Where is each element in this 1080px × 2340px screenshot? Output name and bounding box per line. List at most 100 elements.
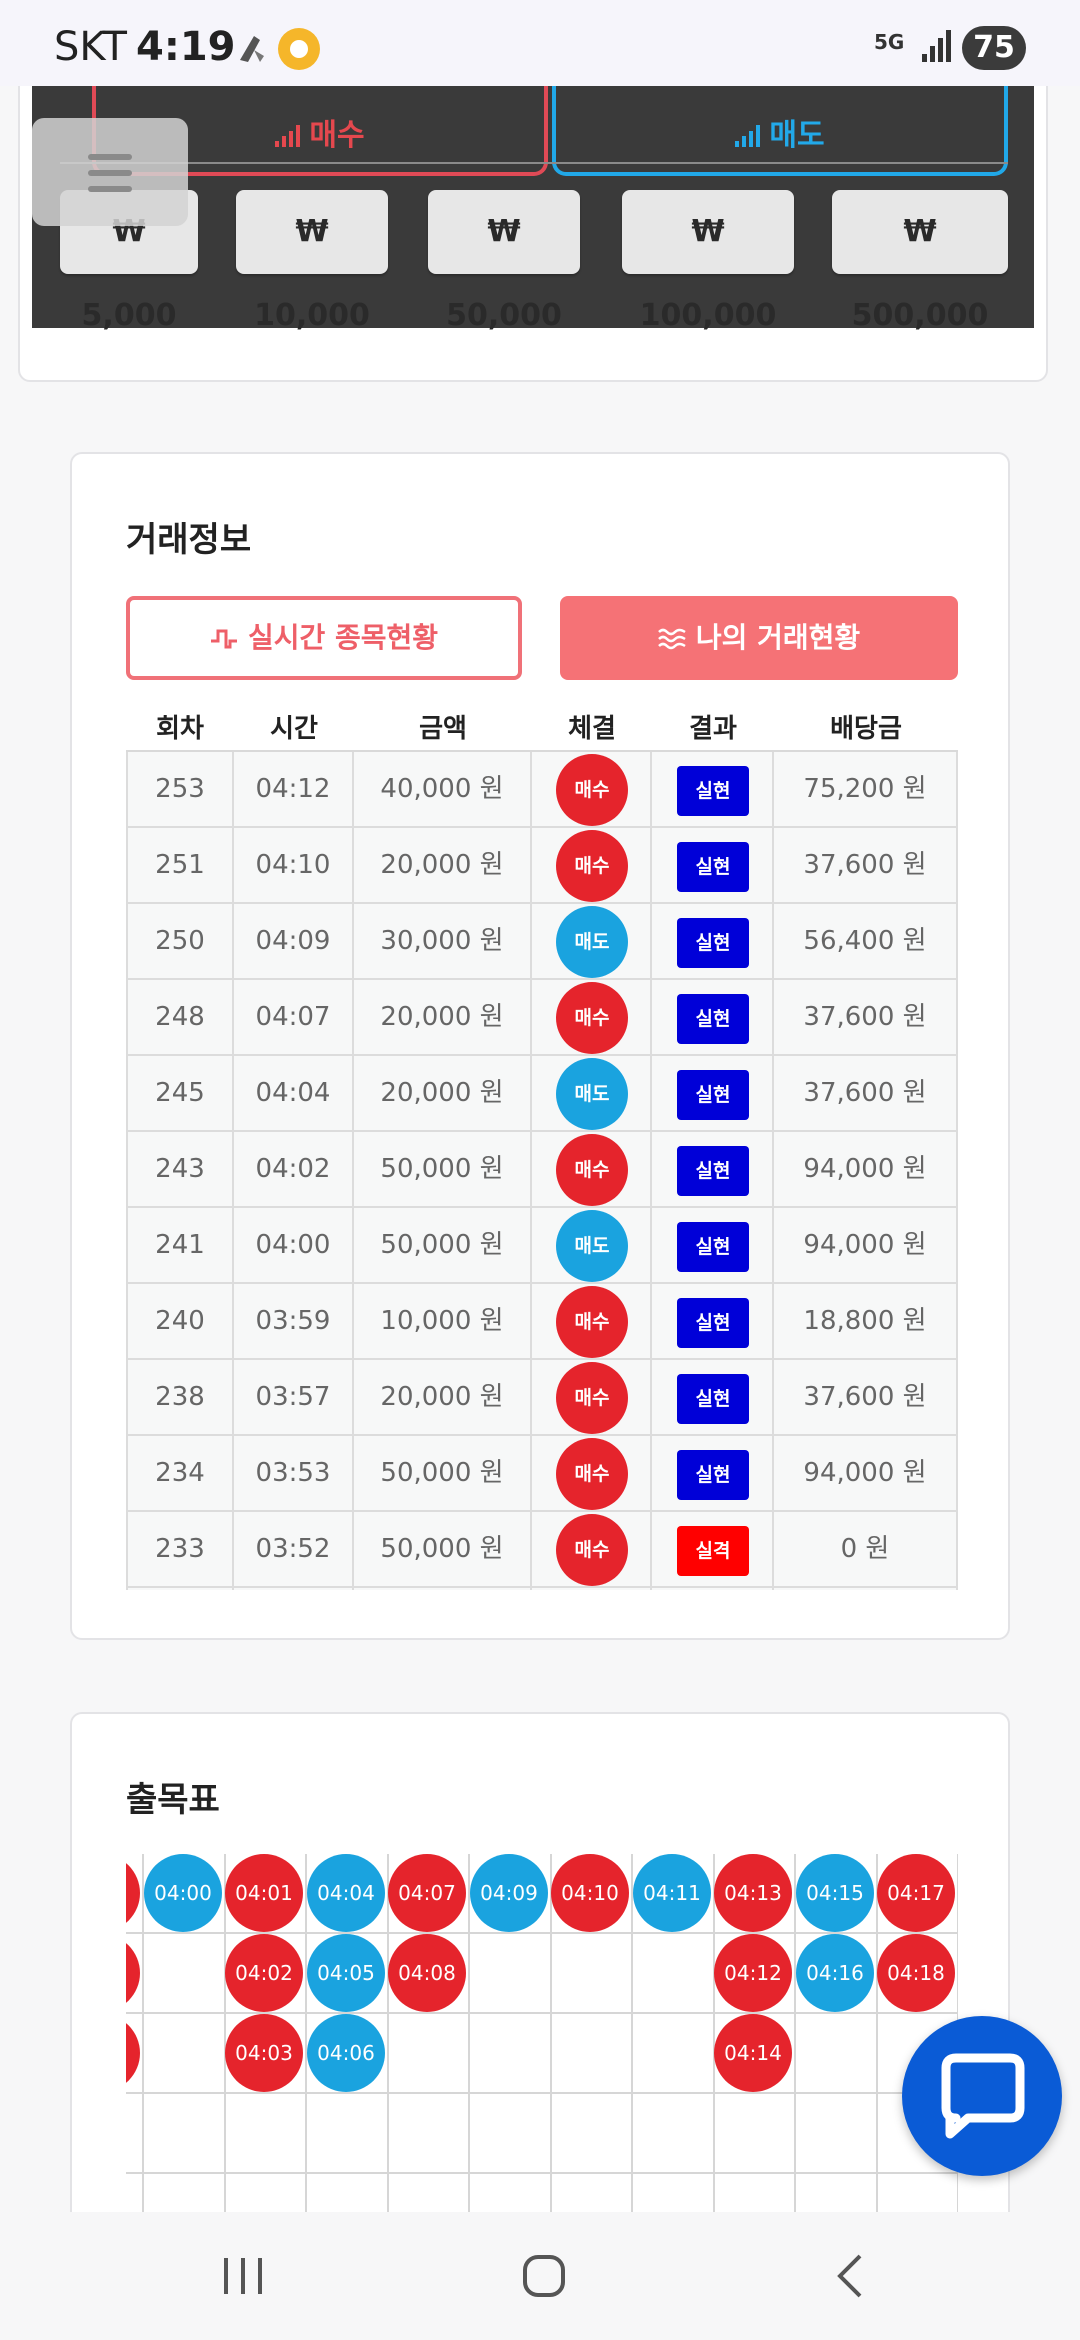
buy-badge: 매수 <box>556 1362 628 1434</box>
column-amount: 금액 <box>419 714 467 744</box>
grid-line <box>794 1854 796 2274</box>
result-dot: 04:12 <box>714 1934 792 2012</box>
result-dot: 04:08 <box>388 1934 466 2012</box>
result-badge: 실현 <box>677 1450 749 1500</box>
cell-round: 253 <box>126 752 234 826</box>
result-chart-title: 출목표 <box>126 1780 220 1820</box>
result-dot: 04:00 <box>144 1854 222 1932</box>
grid-line <box>387 1854 389 2274</box>
table-row <box>126 1588 958 1590</box>
cell-result: 실격 <box>652 1512 774 1586</box>
cell-time: 04:07 <box>234 980 354 1054</box>
cell-time: 04:10 <box>234 828 354 902</box>
menu-button[interactable] <box>32 118 188 226</box>
result-dot: 04:01 <box>225 1854 303 1932</box>
grid-line <box>550 1854 552 2274</box>
recent-apps-icon[interactable] <box>218 2254 268 2298</box>
buy-badge: 매수 <box>556 830 628 902</box>
cell-time: 03:59 <box>234 1284 354 1358</box>
cell-payout: 94,000 원 <box>774 1208 958 1282</box>
grid-line <box>224 1854 226 2274</box>
cell-side: 매수 <box>532 1132 652 1206</box>
cell-side: 매도 <box>532 1208 652 1282</box>
cell-time: 04:09 <box>234 904 354 978</box>
back-icon[interactable] <box>830 2252 870 2300</box>
cell-empty <box>532 1588 652 1590</box>
grid-line <box>126 2012 958 2014</box>
navigation-bar <box>0 2212 1080 2340</box>
cell-round: 251 <box>126 828 234 902</box>
grid-line <box>713 1854 715 2274</box>
tab-realtime-label: 실시간 종목현황 <box>247 621 439 654</box>
cell-result: 실현 <box>652 1360 774 1434</box>
cell-result: 실현 <box>652 980 774 1054</box>
result-badge: 실현 <box>677 1298 749 1348</box>
result-badge: 실격 <box>677 1526 749 1576</box>
result-dot: 04:07 <box>388 1854 466 1932</box>
grid-line <box>631 1854 633 2274</box>
amount-button-100000[interactable]: ₩ 100,000 <box>622 190 794 333</box>
signal-bars-icon <box>735 125 761 147</box>
cell-payout: 94,000 원 <box>774 1436 958 1510</box>
signal-icon <box>922 30 951 62</box>
home-icon[interactable] <box>520 2252 568 2300</box>
cell-round: 233 <box>126 1512 234 1586</box>
result-badge: 실현 <box>677 1070 749 1120</box>
buy-badge: 매수 <box>556 1134 628 1206</box>
cell-payout: 37,600 원 <box>774 980 958 1054</box>
trade-info-title: 거래정보 <box>126 520 252 560</box>
tab-realtime-status[interactable]: 실시간 종목현황 <box>126 596 522 680</box>
grid-line <box>142 1854 144 2274</box>
result-dot: 04:05 <box>307 1934 385 2012</box>
cell-amount: 20,000 원 <box>354 828 532 902</box>
table-row: 253 04:12 40,000 원 매수 실현 75,200 원 <box>126 752 958 828</box>
result-dot: 04:02 <box>225 1934 303 2012</box>
result-badge: 실현 <box>677 994 749 1044</box>
chat-button[interactable] <box>902 2016 1062 2176</box>
cell-side: 매수 <box>532 1360 652 1434</box>
sell-badge: 매도 <box>556 1210 628 1282</box>
buy-badge: 매수 <box>556 982 628 1054</box>
notification-app-icon-2 <box>278 28 320 70</box>
cell-round: 250 <box>126 904 234 978</box>
result-dot: 04:17 <box>877 1854 955 1932</box>
result-badge: 실현 <box>677 1222 749 1272</box>
amount-button-10000[interactable]: ₩ 10,000 <box>236 190 388 333</box>
cell-side: 매수 <box>532 828 652 902</box>
cell-empty <box>774 1588 958 1590</box>
result-grid[interactable]: 78904:0004:0104:0204:0304:0404:0504:0604… <box>126 1854 958 2274</box>
buy-badge: 매수 <box>556 754 628 826</box>
amount-button-500000[interactable]: ₩ 500,000 <box>832 190 1008 333</box>
tab-my-trades[interactable]: 나의 거래현황 <box>560 596 958 680</box>
trade-table[interactable]: 253 04:12 40,000 원 매수 실현 75,200 원 251 04:10 20,0… <box>126 750 958 1590</box>
result-badge: 실현 <box>677 1146 749 1196</box>
cell-time: 04:00 <box>234 1208 354 1282</box>
cell-payout: 37,600 원 <box>774 1056 958 1130</box>
cell-side: 매도 <box>532 904 652 978</box>
buy-button[interactable]: 매수 <box>92 80 548 176</box>
column-result: 결과 <box>689 714 737 744</box>
waves-icon <box>657 628 686 650</box>
result-dot: 9 <box>126 2014 140 2092</box>
result-dot: 04:10 <box>551 1854 629 1932</box>
amount-button-50000[interactable]: ₩ 50,000 <box>428 190 580 333</box>
result-dot: 8 <box>126 1934 140 2012</box>
cell-time: 04:02 <box>234 1132 354 1206</box>
grid-line <box>876 1854 878 2274</box>
sell-button-label: 매도 <box>769 118 825 153</box>
table-row: 233 03:52 50,000 원 매수 실격 0 원 <box>126 1512 958 1588</box>
result-dot: 04:18 <box>877 1934 955 2012</box>
table-row: 238 03:57 20,000 원 매수 실현 37,600 원 <box>126 1360 958 1436</box>
cell-payout: 37,600 원 <box>774 828 958 902</box>
sell-button[interactable]: 매도 <box>552 80 1008 176</box>
hamburger-icon <box>88 154 132 160</box>
grid-line <box>126 1932 958 1934</box>
cell-side: 매수 <box>532 1436 652 1510</box>
cell-result: 실현 <box>652 1284 774 1358</box>
cell-payout: 94,000 원 <box>774 1132 958 1206</box>
cell-time: 03:52 <box>234 1512 354 1586</box>
cell-round: 234 <box>126 1436 234 1510</box>
result-badge: 실현 <box>677 1374 749 1424</box>
cell-result: 실현 <box>652 828 774 902</box>
cell-round: 243 <box>126 1132 234 1206</box>
